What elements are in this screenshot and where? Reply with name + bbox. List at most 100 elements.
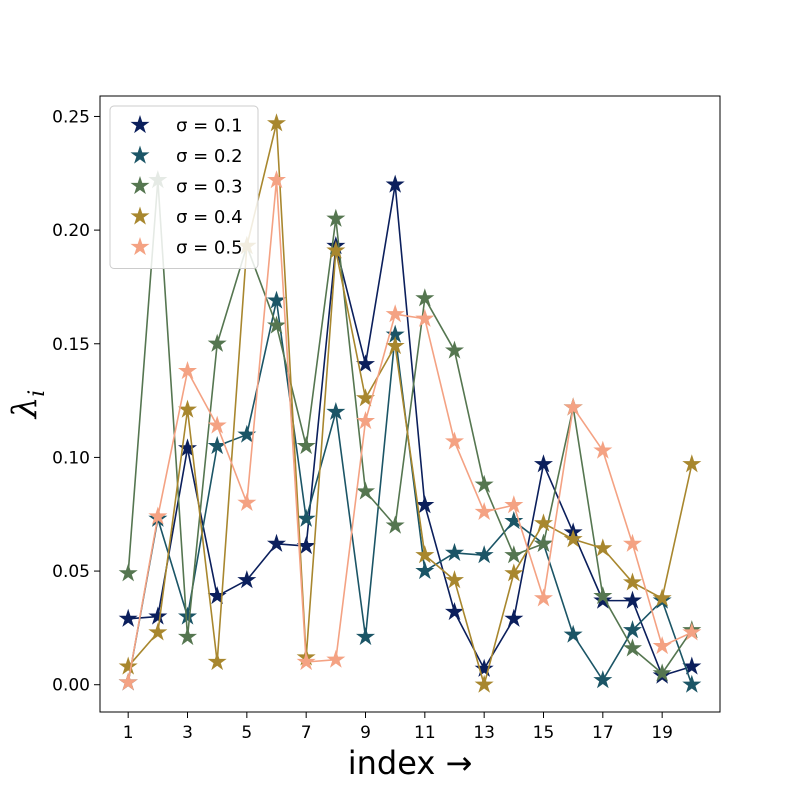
data-point bbox=[296, 436, 316, 455]
y-tick-label: 0.05 bbox=[52, 562, 90, 582]
legend-marker bbox=[130, 206, 150, 225]
legend: σ = 0.1 σ = 0.2 σ = 0.3 σ = 0.4 σ = 0.5 bbox=[109, 105, 259, 269]
data-point bbox=[355, 388, 376, 407]
data-point bbox=[267, 170, 287, 189]
data-point bbox=[385, 515, 405, 534]
data-point bbox=[415, 308, 435, 327]
data-point bbox=[267, 315, 287, 334]
data-point bbox=[444, 431, 465, 450]
data-point bbox=[444, 542, 465, 561]
data-point bbox=[326, 240, 346, 259]
data-point bbox=[652, 663, 672, 682]
y-tick-label: 0.25 bbox=[52, 107, 90, 127]
data-point bbox=[504, 608, 524, 627]
y-axis-label: λi bbox=[5, 390, 50, 421]
data-point bbox=[207, 651, 227, 671]
data-point bbox=[593, 440, 613, 459]
legend-label: σ = 0.1 bbox=[176, 116, 243, 137]
x-tick-label: 13 bbox=[473, 723, 495, 743]
y-axis-label-main: λ bbox=[5, 397, 45, 421]
data-point bbox=[533, 513, 553, 532]
legend-label: σ = 0.3 bbox=[176, 177, 243, 198]
data-point bbox=[474, 674, 494, 693]
data-point bbox=[207, 436, 227, 455]
data-point bbox=[148, 606, 168, 625]
data-point bbox=[652, 636, 672, 655]
plot-frame bbox=[99, 95, 721, 713]
data-point bbox=[415, 495, 435, 514]
data-point bbox=[682, 454, 702, 473]
data-point bbox=[148, 506, 168, 525]
data-point bbox=[355, 411, 376, 430]
data-point bbox=[296, 508, 316, 527]
data-point bbox=[355, 481, 376, 500]
data-point bbox=[296, 536, 316, 555]
data-point bbox=[444, 601, 465, 621]
y-tick-label: 0.15 bbox=[52, 335, 90, 355]
data-point bbox=[178, 438, 198, 457]
data-point bbox=[267, 113, 287, 132]
data-point bbox=[444, 570, 465, 589]
data-point bbox=[118, 656, 138, 675]
data-point bbox=[652, 588, 672, 607]
data-point bbox=[504, 511, 524, 530]
data-point bbox=[533, 588, 553, 607]
legend-label: σ = 0.5 bbox=[176, 238, 243, 259]
data-point bbox=[563, 624, 583, 643]
x-axis: 1 3 5 7 9 11 13 15 17 19 bbox=[123, 712, 673, 743]
data-point bbox=[385, 336, 405, 355]
series-5 bbox=[118, 170, 702, 691]
x-tick-label: 7 bbox=[301, 723, 312, 743]
data-point bbox=[474, 658, 494, 677]
data-point bbox=[237, 570, 257, 589]
data-point bbox=[326, 401, 346, 421]
data-point bbox=[326, 649, 346, 668]
data-point bbox=[385, 304, 405, 323]
data-point bbox=[563, 529, 583, 548]
data-point bbox=[682, 622, 702, 641]
data-point bbox=[178, 361, 198, 380]
data-point bbox=[118, 672, 138, 691]
x-tick-label: 3 bbox=[182, 723, 193, 743]
y-tick-label: 0.00 bbox=[52, 676, 90, 696]
series-line bbox=[127, 179, 693, 683]
legend-label: σ = 0.2 bbox=[176, 146, 243, 167]
data-point bbox=[474, 545, 494, 564]
data-point bbox=[207, 333, 227, 352]
legend-item: σ = 0.5 bbox=[130, 237, 243, 259]
data-point bbox=[474, 474, 494, 493]
data-point bbox=[622, 620, 642, 639]
x-tick-label: 1 bbox=[123, 723, 134, 743]
data-point bbox=[178, 606, 198, 625]
y-axis: 0.00 0.05 0.10 0.15 0.20 0.25 bbox=[52, 107, 100, 696]
data-point bbox=[533, 454, 553, 473]
legend-marker bbox=[130, 145, 150, 164]
data-point bbox=[237, 424, 257, 443]
data-point bbox=[118, 608, 138, 627]
x-tick-label: 9 bbox=[360, 723, 371, 743]
data-point bbox=[622, 572, 642, 591]
legend-item: σ = 0.4 bbox=[130, 206, 243, 228]
data-point bbox=[622, 590, 642, 609]
data-point bbox=[474, 501, 494, 521]
x-tick-label: 15 bbox=[533, 723, 555, 743]
y-tick-label: 0.10 bbox=[52, 448, 90, 468]
data-point bbox=[148, 622, 168, 641]
data-point bbox=[237, 492, 257, 511]
data-point bbox=[504, 495, 524, 514]
legend-marker bbox=[130, 176, 150, 195]
data-point bbox=[682, 674, 702, 693]
x-tick-label: 17 bbox=[592, 723, 614, 743]
legend-marker bbox=[130, 115, 150, 134]
data-point bbox=[563, 397, 583, 416]
data-point bbox=[355, 626, 376, 646]
legend-label: σ = 0.4 bbox=[176, 207, 243, 228]
data-point bbox=[504, 563, 524, 582]
data-point bbox=[267, 290, 287, 309]
plot-marks bbox=[118, 113, 702, 693]
data-point bbox=[118, 563, 138, 582]
series-line bbox=[127, 179, 693, 675]
data-point bbox=[415, 288, 435, 307]
